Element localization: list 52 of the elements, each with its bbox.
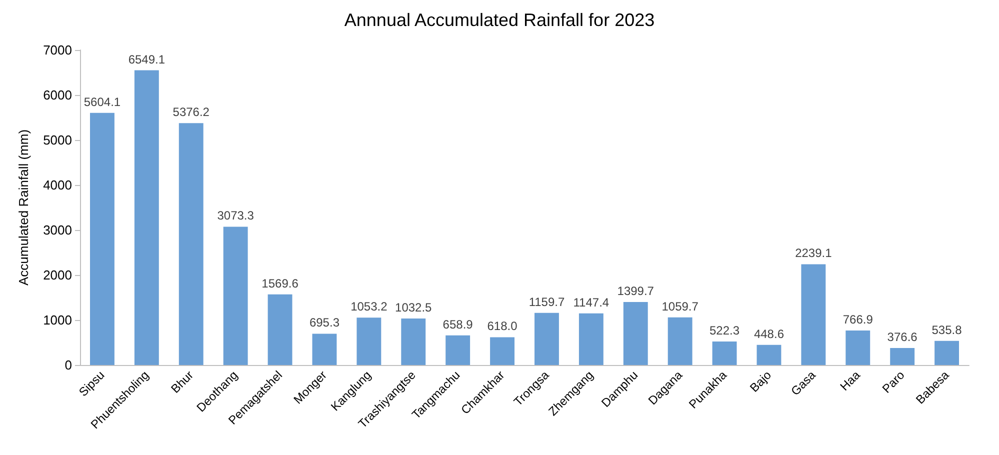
bar <box>312 334 337 365</box>
y-axis-title: Accumulated Rainfall (mm) <box>16 129 31 286</box>
data-label: 1569.6 <box>262 276 299 290</box>
data-label: 1147.4 <box>573 295 610 310</box>
data-label: 766.9 <box>842 312 874 326</box>
bar <box>890 348 915 365</box>
data-label: 695.3 <box>309 316 340 330</box>
data-label: 535.8 <box>932 322 962 337</box>
data-label: 1399.7 <box>617 284 654 298</box>
bar <box>446 335 470 365</box>
data-label: 2239.1 <box>795 246 832 260</box>
data-label: 1053.2 <box>350 300 388 314</box>
bar <box>623 302 648 365</box>
data-label: 6549.1 <box>128 52 166 66</box>
bar <box>223 226 248 365</box>
bar <box>178 123 204 365</box>
data-label: 3073.3 <box>217 208 254 223</box>
data-label: 448.6 <box>754 326 784 341</box>
y-tick-label: 5000 <box>43 132 72 148</box>
bar <box>712 341 737 365</box>
y-tick-label: 2000 <box>43 268 72 282</box>
chart-title: Annnual Accumulated Rainfall for 2023 <box>344 10 655 30</box>
x-tick-label: Haa <box>837 368 864 394</box>
x-tick-label: Bajo <box>747 368 774 395</box>
bar <box>846 330 870 365</box>
bar <box>534 312 559 365</box>
y-tick-label: 3000 <box>43 222 72 238</box>
y-tick-label: 0 <box>64 358 72 372</box>
data-label: 1059.7 <box>662 299 699 314</box>
y-tick-label: 4000 <box>43 178 72 192</box>
data-label: 658.9 <box>442 317 474 332</box>
y-tick-label: 1000 <box>43 312 72 328</box>
bar <box>668 317 692 365</box>
bar <box>134 70 159 365</box>
y-tick-label: 7000 <box>43 42 72 58</box>
bar <box>578 313 604 365</box>
bar <box>356 318 382 365</box>
data-label: 5604.1 <box>84 94 121 109</box>
data-label: 1159.7 <box>528 294 565 309</box>
y-tick-label: 6000 <box>43 88 72 102</box>
bar <box>401 318 426 365</box>
data-label: 5376.2 <box>172 105 210 120</box>
bar <box>756 344 782 365</box>
bar <box>490 337 514 365</box>
bar <box>90 112 114 365</box>
data-label: 376.6 <box>887 330 918 344</box>
data-label: 618.0 <box>487 319 518 334</box>
data-label: 522.3 <box>710 323 740 338</box>
bar <box>268 294 292 365</box>
bar <box>801 264 826 365</box>
data-label: 1032.5 <box>395 300 432 315</box>
bar <box>934 340 959 365</box>
